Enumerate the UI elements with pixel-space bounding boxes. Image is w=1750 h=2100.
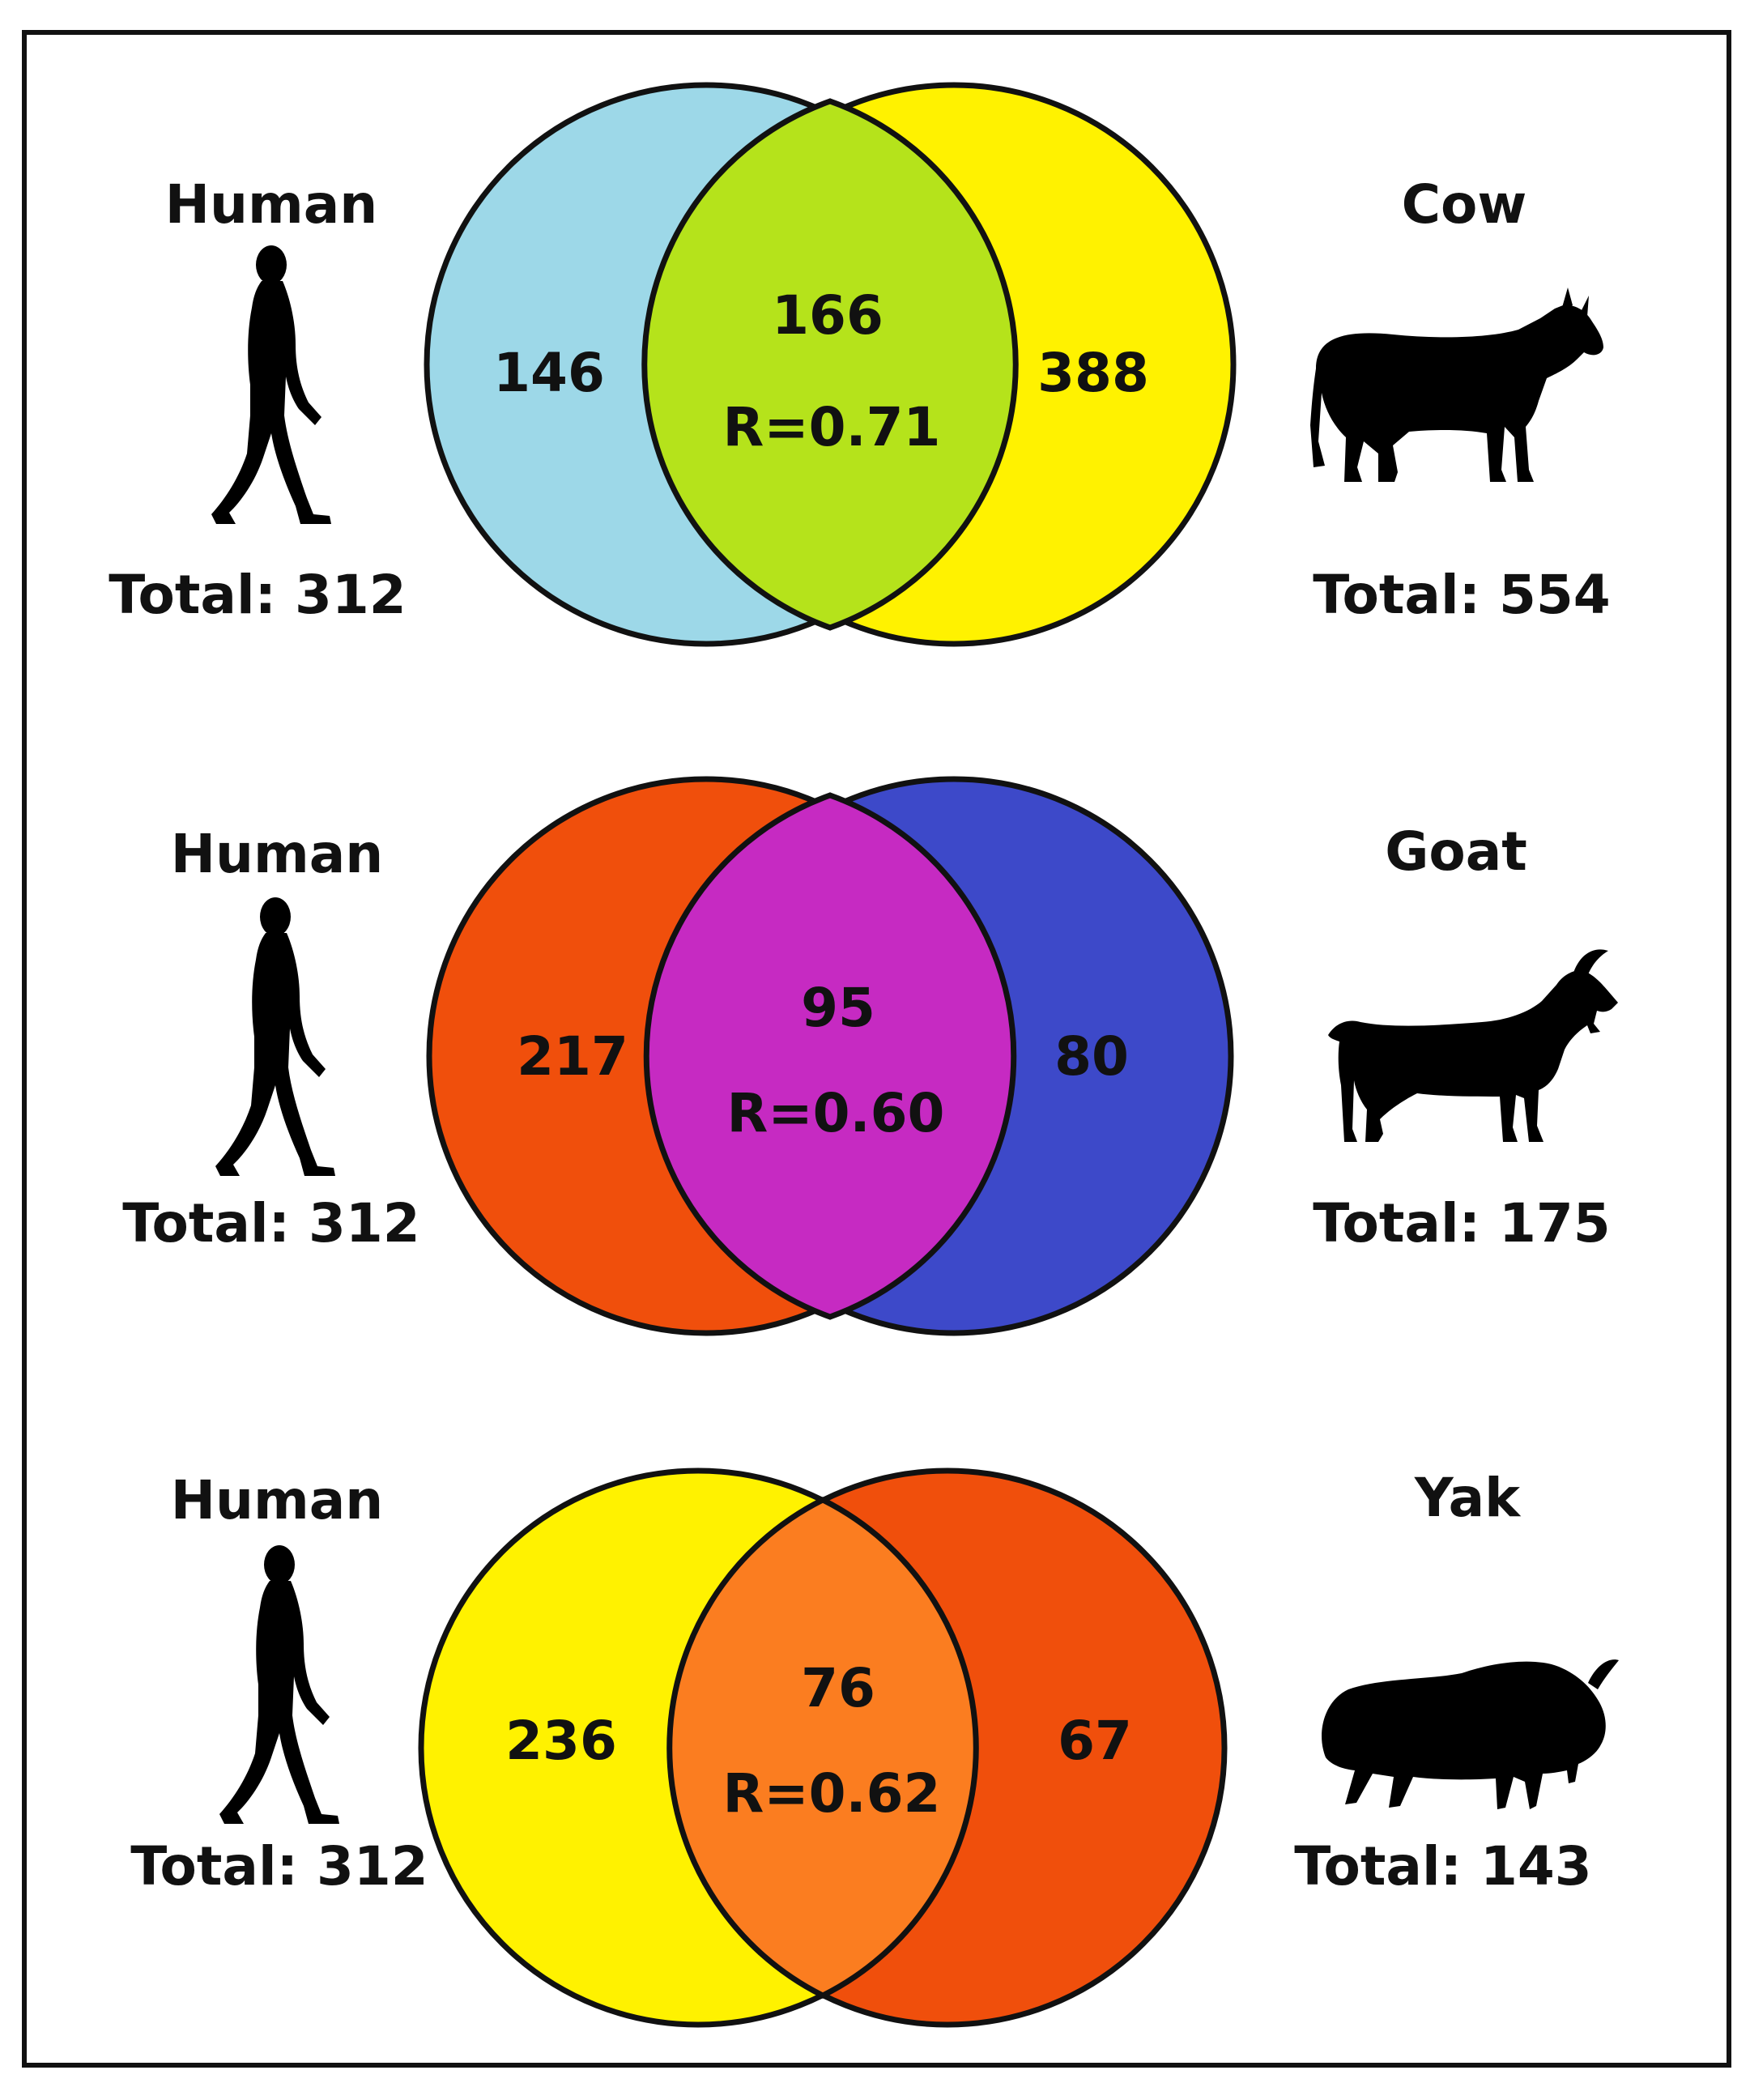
venn-panel-cow: Human Total: 312 146 166 R=0.71 388 Cow … [109,82,1611,647]
left-only-count: 146 [493,342,605,404]
right-total-label: Total: 175 [1313,1192,1610,1254]
right-species-label: Yak [1414,1467,1522,1529]
right-total-label: Total: 554 [1313,564,1610,626]
right-only-count: 80 [1054,1025,1129,1088]
venn-overlap-region [643,792,1017,1320]
venn-overlap-region [666,1497,979,1999]
human-icon [219,1545,339,1824]
goat-icon [1328,949,1618,1142]
left-total-label: Total: 312 [130,1835,428,1898]
venn-panel-goat: Human Total: 312 217 95 R=0.60 80 Goat T… [122,776,1618,1336]
right-only-count: 67 [1058,1710,1132,1772]
correlation-value: R=0.71 [723,396,941,458]
human-icon [211,245,331,524]
venn-overlap-region [641,98,1019,631]
right-total-label: Total: 143 [1294,1835,1591,1898]
left-species-label: Human [171,1469,384,1531]
overlap-count: 76 [801,1657,875,1719]
right-species-label: Goat [1385,820,1527,883]
correlation-value: R=0.60 [727,1082,945,1144]
correlation-value: R=0.62 [723,1762,941,1825]
overlap-count: 95 [801,977,875,1039]
venn-panel-yak: Human Total: 312 236 76 R=0.62 67 Yak To… [130,1467,1619,2028]
left-total-label: Total: 312 [122,1192,419,1254]
left-only-count: 236 [505,1710,617,1772]
left-species-label: Human [171,823,384,885]
overlap-count: 166 [772,284,884,347]
left-only-count: 217 [517,1025,628,1088]
figure-border [22,30,1731,2068]
left-species-label: Human [165,173,378,236]
left-total-label: Total: 312 [109,564,406,626]
right-species-label: Cow [1402,173,1527,236]
cow-icon [1310,288,1603,482]
yak-icon [1322,1659,1619,1809]
right-only-count: 388 [1037,342,1149,404]
human-icon [215,897,335,1176]
